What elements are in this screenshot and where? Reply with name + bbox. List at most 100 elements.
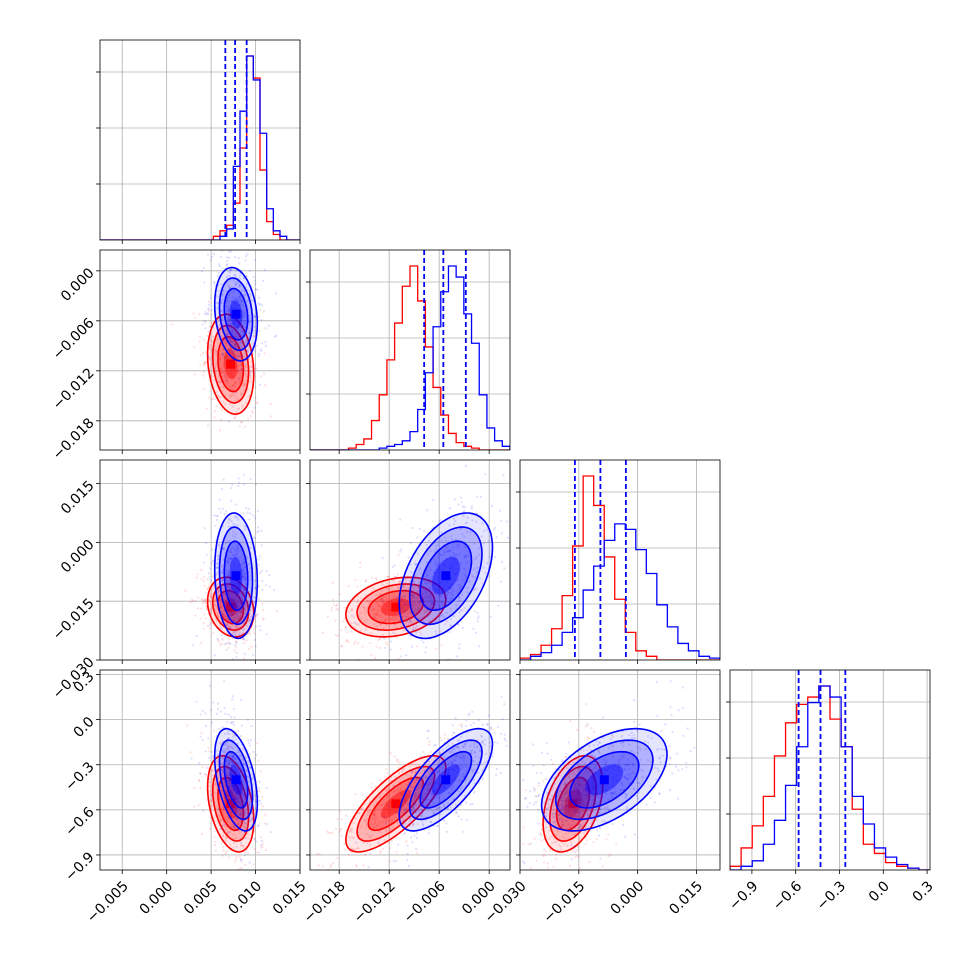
point-blue-2-1-239 (503, 567, 506, 570)
point-blue-2-1-267 (463, 573, 466, 576)
point-red-2-1-398 (375, 594, 378, 597)
point-blue-2-0-117 (243, 587, 246, 590)
point-blue-1-0-378 (215, 301, 218, 305)
point-red-1-0-216 (208, 346, 211, 349)
point-red-2-1-7 (360, 612, 363, 615)
point-blue-3-0-133 (243, 821, 246, 824)
point-blue-2-1-118 (475, 571, 478, 574)
point-red-1-0-325 (244, 373, 247, 376)
point-blue-3-1-232 (411, 769, 414, 772)
point-red-2-0-45 (254, 615, 258, 618)
point-blue-2-0-286 (226, 624, 229, 627)
point-blue-3-1-243 (451, 761, 454, 765)
contour-red-2-1-0 (345, 576, 447, 638)
point-red-2-0-76 (218, 626, 221, 629)
point-red-3-1-207 (388, 826, 391, 829)
point-blue-2-0-272 (215, 514, 218, 518)
point-red-2-1-117 (353, 642, 356, 645)
scatter-panel-2-0-bg (100, 460, 300, 660)
point-red-2-0-350 (219, 598, 222, 601)
point-red-3-1-302 (388, 801, 392, 804)
point-red-3-1-270 (364, 827, 367, 830)
point-red-3-2-172 (582, 803, 585, 806)
point-red-1-0-219 (224, 377, 227, 380)
point-blue-3-1-143 (484, 738, 487, 741)
point-red-1-0-308 (227, 333, 230, 336)
point-blue-3-1-358 (462, 766, 465, 769)
point-red-2-0-209 (222, 588, 225, 591)
point-red-1-0-66 (237, 368, 240, 371)
point-red-2-0-123 (243, 642, 246, 645)
point-red-3-1-362 (458, 767, 461, 771)
point-red-3-2-309 (542, 780, 545, 783)
point-blue-3-0-0 (252, 750, 255, 754)
point-red-1-0-69 (234, 326, 237, 329)
point-blue-3-1-108 (429, 798, 432, 802)
point-blue-1-0-341 (222, 353, 225, 356)
point-red-3-2-343 (590, 727, 593, 730)
point-red-3-2-198 (584, 830, 587, 833)
point-blue-2-1-212 (473, 542, 476, 546)
point-blue-2-1-204 (513, 545, 515, 547)
point-blue-2-1-358 (440, 531, 443, 534)
scatter-panel-3-0-grid (100, 670, 301, 870)
point-red-3-1-62 (430, 778, 434, 781)
point-blue-2-0-223 (225, 541, 228, 545)
point-red-2-1-290 (435, 599, 438, 602)
point-blue-2-0-381 (229, 614, 232, 617)
point-blue-2-1-369 (499, 509, 502, 512)
point-red-3-1-89 (424, 803, 427, 806)
point-blue-2-1-265 (493, 526, 496, 529)
point-blue-3-1-76 (426, 729, 429, 733)
point-blue-2-0-235 (242, 569, 245, 572)
point-blue-2-0-359 (256, 510, 259, 513)
point-blue-3-1-167 (453, 759, 456, 762)
point-red-3-0-288 (227, 856, 230, 859)
point-blue-2-1-58 (447, 550, 450, 554)
point-red-2-0-395 (203, 599, 206, 603)
point-blue-2-1-102 (445, 557, 448, 561)
point-red-1-0-382 (243, 457, 245, 459)
point-blue-1-0-415 (235, 307, 238, 310)
point-red-3-2-31 (537, 784, 540, 787)
point-blue-3-2-28 (540, 751, 544, 754)
point-blue-2-0-3 (230, 597, 233, 600)
point-red-3-1-376 (385, 768, 388, 771)
point-red-3-2-121 (565, 805, 568, 808)
point-red-3-2-164 (533, 837, 536, 840)
point-blue-3-0-108 (226, 732, 229, 736)
point-blue-3-0-342 (219, 762, 223, 765)
point-blue-2-1-246 (421, 598, 425, 602)
point-red-2-0-29 (261, 602, 264, 605)
point-blue-2-1-403 (451, 597, 454, 600)
point-red-2-1-273 (446, 620, 449, 623)
point-red-3-0-399 (227, 762, 230, 766)
point-red-2-1-196 (330, 606, 333, 609)
point-red-3-2-188 (557, 843, 560, 846)
point-red-3-2-206 (535, 874, 537, 876)
point-red-2-0-56 (261, 609, 264, 612)
point-red-3-0-32 (242, 844, 245, 848)
point-blue-2-0-56 (220, 487, 223, 491)
point-blue-1-0-77 (220, 283, 223, 286)
point-blue-2-1-143 (441, 601, 444, 604)
point-blue-2-1-92 (429, 550, 432, 553)
point-red-2-1-169 (366, 618, 369, 621)
point-red-2-1-399 (396, 598, 399, 602)
point-red-3-1-293 (443, 733, 446, 736)
point-red-2-0-141 (233, 599, 236, 602)
point-red-1-0-314 (217, 312, 220, 315)
point-blue-3-0-101 (243, 811, 246, 814)
point-red-3-1-295 (447, 764, 450, 767)
point-blue-2-1-26 (428, 589, 431, 592)
point-blue-2-1-201 (458, 647, 461, 650)
point-red-2-0-77 (227, 586, 230, 589)
point-blue-2-0-42 (224, 662, 226, 664)
point-blue-3-1-38 (459, 765, 463, 768)
point-red-2-1-27 (371, 576, 374, 579)
point-red-2-1-231 (426, 609, 429, 613)
point-red-2-0-363 (204, 600, 207, 604)
point-red-3-1-394 (395, 810, 398, 813)
point-blue-2-0-236 (258, 625, 261, 628)
point-blue-1-0-65 (220, 300, 223, 303)
